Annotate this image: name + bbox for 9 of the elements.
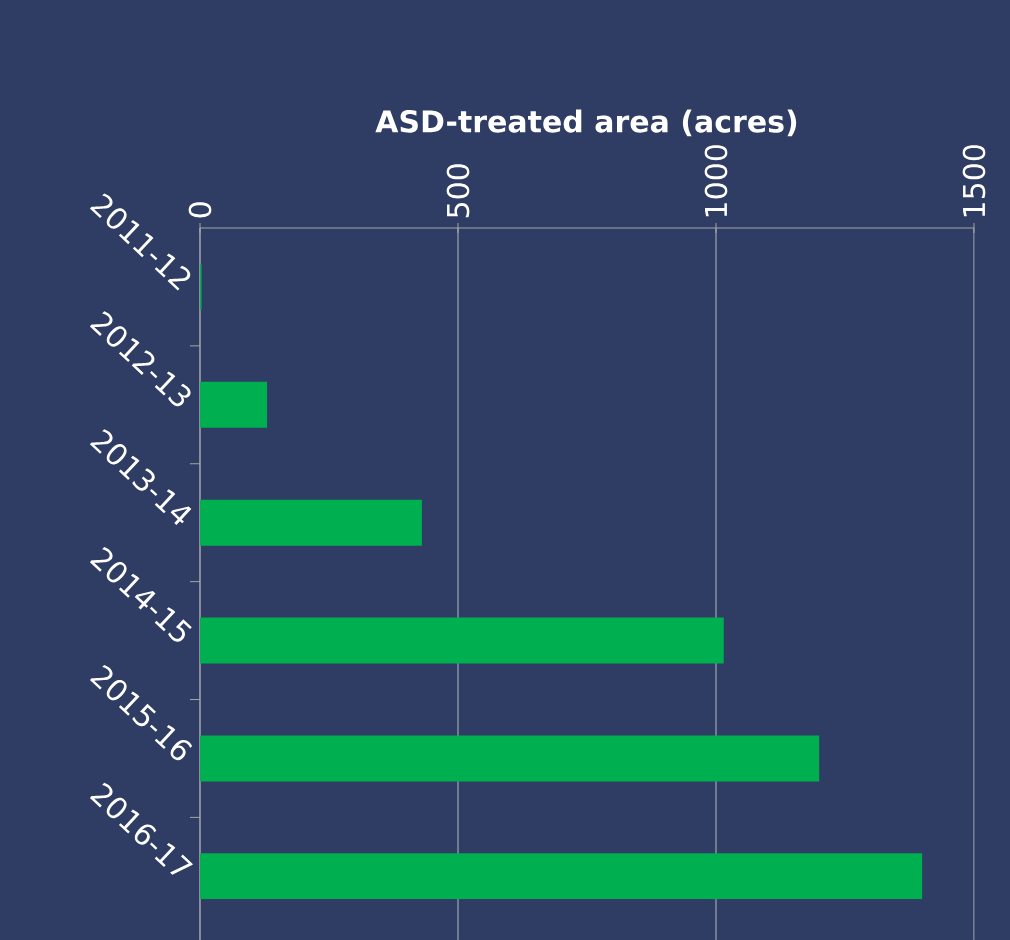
bar <box>200 381 268 428</box>
bar <box>200 735 820 782</box>
x-tick-label: 500 <box>446 164 470 218</box>
x-tick-label: 1500 <box>962 145 986 217</box>
bar <box>200 499 422 546</box>
bar <box>200 617 724 664</box>
bar <box>200 853 923 900</box>
x-axis-title: ASD-treated area (acres) <box>375 109 797 137</box>
x-tick-label: 1000 <box>704 145 728 217</box>
